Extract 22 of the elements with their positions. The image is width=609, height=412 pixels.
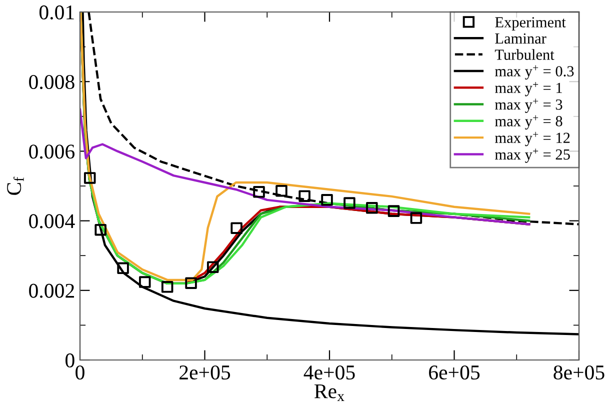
y-axis-title: C$_{f}$: [7, 176, 24, 195]
x-tick-label: 0: [76, 365, 84, 380]
legend-label: Laminar: [495, 33, 546, 44]
legend-label: max y$^{+}$ = 3: [494, 98, 562, 113]
y-tick-label: 0.006: [29, 144, 75, 159]
legend-label: max y$^{+}$ = 0.3: [494, 65, 574, 80]
y-tick-label: 0.01: [39, 5, 74, 20]
x-tick-label: 6e+05: [429, 365, 480, 380]
x-tick-label: 2e+05: [180, 365, 230, 380]
legend-label: Experiment: [495, 17, 566, 31]
legend-label: max y$^{+}$ = 25: [494, 148, 570, 163]
x-tick-label: 8e+05: [554, 365, 604, 380]
x-axis-title: Re$_{x}$: [314, 384, 344, 401]
y-tick-label: 0: [66, 353, 74, 368]
legend-label: max y$^{+}$ = 8: [494, 115, 562, 130]
y-tick-label: 0.002: [29, 284, 74, 298]
legend-label: max y$^{+}$ = 1: [494, 82, 562, 96]
legend-label: max y$^{+}$ = 12: [494, 132, 570, 146]
x-tick-label: 4e+05: [304, 365, 355, 380]
y-tick-label: 0.004: [29, 214, 75, 228]
y-tick-label: 0.008: [29, 74, 74, 90]
legend-label: Turbulent: [494, 49, 554, 60]
